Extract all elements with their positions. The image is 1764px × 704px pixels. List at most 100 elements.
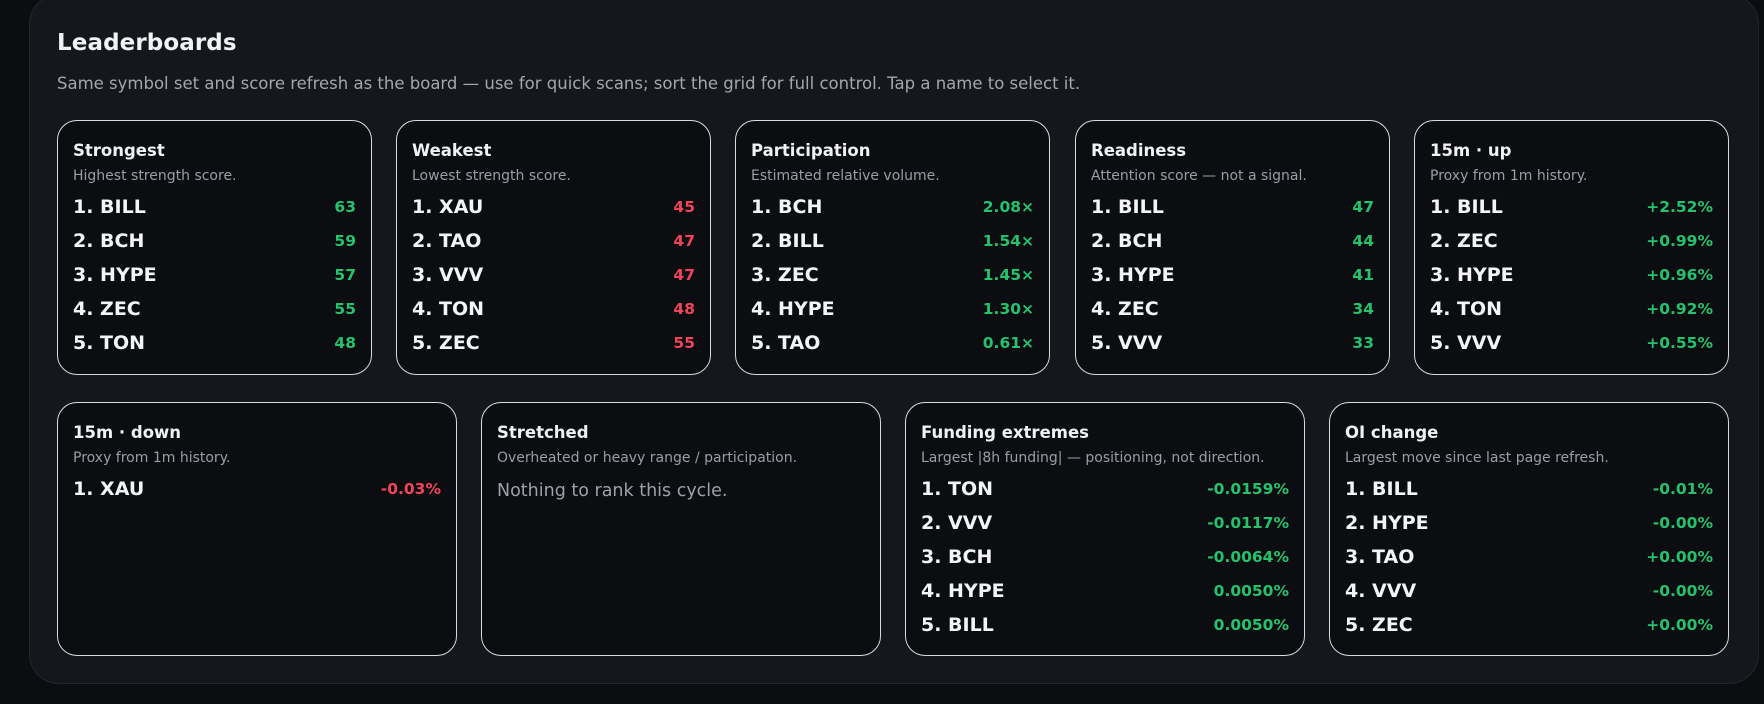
symbol-name[interactable]: 5. ZEC [1345,614,1413,636]
symbol-name[interactable]: 1. BILL [1345,478,1418,500]
card-participation: Participation Estimated relative volume.… [735,120,1050,375]
card-15m-down: 15m · down Proxy from 1m history. 1. XAU… [57,402,457,656]
leaderboard-row[interactable]: 4. VVV -0.00% [1345,574,1713,608]
symbol-name[interactable]: 5. VVV [1091,332,1163,354]
symbol-name[interactable]: 1. XAU [412,196,484,218]
symbol-name[interactable]: 1. TON [921,478,994,500]
leaderboard-row[interactable]: 2. TAO 47 [412,224,695,258]
metric-value: +0.55% [1646,334,1713,352]
symbol-name[interactable]: 3. HYPE [1430,264,1514,286]
symbol-name[interactable]: 4. HYPE [751,298,835,320]
card-rows: 1. BILL 47 2. BCH 44 3. HYPE 41 4. ZEC 34 5. VVV… [1091,190,1374,360]
symbol-name[interactable]: 1. BILL [73,196,146,218]
leaderboard-row[interactable]: 1. BILL 47 [1091,190,1374,224]
leaderboard-row[interactable]: 4. ZEC 55 [73,292,356,326]
leaderboard-row[interactable]: 5. VVV +0.55% [1430,326,1713,360]
leaderboard-row[interactable]: 3. ZEC 1.45× [751,258,1034,292]
leaderboard-row[interactable]: 4. ZEC 34 [1091,292,1374,326]
leaderboard-row[interactable]: 2. BCH 59 [73,224,356,258]
metric-value: -0.03% [380,480,441,498]
card-rows: 1. XAU 45 2. TAO 47 3. VVV 47 4. TON 48 5. ZEC 55 [412,190,695,360]
leaderboard-row[interactable]: 5. ZEC +0.00% [1345,608,1713,642]
metric-value: 1.30× [982,300,1034,318]
symbol-name[interactable]: 2. BILL [751,230,824,252]
leaderboard-row[interactable]: 3. HYPE 57 [73,258,356,292]
leaderboard-row[interactable]: 3. VVV 47 [412,258,695,292]
symbol-name[interactable]: 3. HYPE [73,264,157,286]
leaderboard-row[interactable]: 1. XAU -0.03% [73,472,441,506]
symbol-name[interactable]: 3. HYPE [1091,264,1175,286]
card-description: Largest |8h funding| — positioning, not … [921,450,1265,466]
leaderboard-row[interactable]: 2. VVV -0.0117% [921,506,1289,540]
card-description: Lowest strength score. [412,168,571,184]
metric-value: 47 [673,266,695,284]
metric-value: 57 [334,266,356,284]
symbol-name[interactable]: 1. XAU [73,478,145,500]
symbol-name[interactable]: 2. HYPE [1345,512,1429,534]
leaderboard-row[interactable]: 1. TON -0.0159% [921,472,1289,506]
metric-value: 1.45× [982,266,1034,284]
leaderboard-row[interactable]: 1. BILL -0.01% [1345,472,1713,506]
metric-value: 41 [1352,266,1374,284]
metric-value: +0.00% [1646,616,1713,634]
leaderboard-row[interactable]: 4. HYPE 0.0050% [921,574,1289,608]
metric-value: 0.0050% [1213,616,1289,634]
symbol-name[interactable]: 3. ZEC [751,264,819,286]
card-funding-extremes: Funding extremes Largest |8h funding| — … [905,402,1305,656]
leaderboard-row[interactable]: 3. HYPE +0.96% [1430,258,1713,292]
symbol-name[interactable]: 2. VVV [921,512,993,534]
symbol-name[interactable]: 4. HYPE [921,580,1005,602]
symbol-name[interactable]: 3. VVV [412,264,484,286]
leaderboard-row[interactable]: 5. TAO 0.61× [751,326,1034,360]
symbol-name[interactable]: 5. VVV [1430,332,1502,354]
card-title: Funding extremes [921,423,1089,442]
card-description: Proxy from 1m history. [73,450,231,466]
metric-value: 55 [334,300,356,318]
leaderboards-subtitle: Same symbol set and score refresh as the… [57,74,1081,93]
symbol-name[interactable]: 5. BILL [921,614,994,636]
card-description: Largest move since last page refresh. [1345,450,1609,466]
symbol-name[interactable]: 1. BCH [751,196,823,218]
leaderboard-row[interactable]: 5. ZEC 55 [412,326,695,360]
symbol-name[interactable]: 4. ZEC [1091,298,1159,320]
card-stretched: Stretched Overheated or heavy range / pa… [481,402,881,656]
card-description: Overheated or heavy range / participatio… [497,450,798,466]
symbol-name[interactable]: 2. ZEC [1430,230,1498,252]
symbol-name[interactable]: 5. TAO [751,332,821,354]
symbol-name[interactable]: 1. BILL [1430,196,1503,218]
symbol-name[interactable]: 4. TON [412,298,485,320]
leaderboard-row[interactable]: 4. TON 48 [412,292,695,326]
leaderboard-row[interactable]: 3. TAO +0.00% [1345,540,1713,574]
metric-value: 47 [1352,198,1374,216]
metric-value: 48 [673,300,695,318]
symbol-name[interactable]: 5. ZEC [412,332,480,354]
symbol-name[interactable]: 1. BILL [1091,196,1164,218]
symbol-name[interactable]: 3. BCH [921,546,993,568]
leaderboard-row[interactable]: 2. HYPE -0.00% [1345,506,1713,540]
leaderboard-row[interactable]: 4. TON +0.92% [1430,292,1713,326]
leaderboard-row[interactable]: 1. BILL +2.52% [1430,190,1713,224]
leaderboard-row[interactable]: 3. BCH -0.0064% [921,540,1289,574]
leaderboard-row[interactable]: 2. BILL 1.54× [751,224,1034,258]
leaderboard-row[interactable]: 5. VVV 33 [1091,326,1374,360]
metric-value: 1.54× [982,232,1034,250]
leaderboard-row[interactable]: 5. TON 48 [73,326,356,360]
leaderboard-row[interactable]: 1. XAU 45 [412,190,695,224]
leaderboard-row[interactable]: 1. BCH 2.08× [751,190,1034,224]
leaderboard-row[interactable]: 2. BCH 44 [1091,224,1374,258]
leaderboard-row[interactable]: 3. HYPE 41 [1091,258,1374,292]
leaderboard-row[interactable]: 2. ZEC +0.99% [1430,224,1713,258]
symbol-name[interactable]: 2. BCH [1091,230,1163,252]
symbol-name[interactable]: 5. TON [73,332,146,354]
leaderboard-row[interactable]: 5. BILL 0.0050% [921,608,1289,642]
card-weakest: Weakest Lowest strength score. 1. XAU 45 2… [396,120,711,375]
symbol-name[interactable]: 4. TON [1430,298,1503,320]
card-title: OI change [1345,423,1439,442]
leaderboard-row[interactable]: 4. HYPE 1.30× [751,292,1034,326]
symbol-name[interactable]: 3. TAO [1345,546,1415,568]
leaderboard-row[interactable]: 1. BILL 63 [73,190,356,224]
symbol-name[interactable]: 4. ZEC [73,298,141,320]
symbol-name[interactable]: 2. TAO [412,230,482,252]
symbol-name[interactable]: 2. BCH [73,230,145,252]
symbol-name[interactable]: 4. VVV [1345,580,1417,602]
